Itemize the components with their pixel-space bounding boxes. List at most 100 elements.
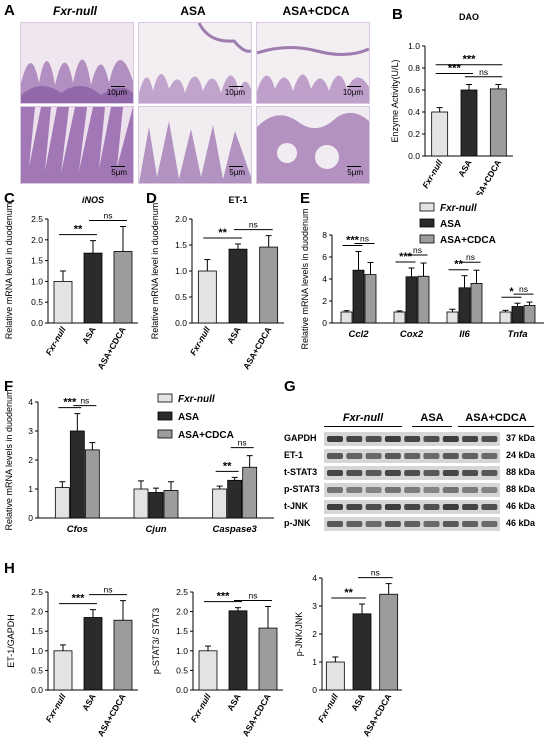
y-axis-label: Relative mRNA levels in duodenum xyxy=(300,208,310,349)
bar xyxy=(364,274,377,324)
y-axis-label: Relative mRNA level in duodenum xyxy=(150,203,160,340)
significance-label: *** xyxy=(463,54,477,66)
y-tick-label: 2.0 xyxy=(176,607,188,617)
bar xyxy=(325,661,345,691)
blot-band xyxy=(404,504,421,510)
x-tick-label: ASA xyxy=(456,158,474,179)
y-axis-label: Relative mRNA level in duodenum xyxy=(4,203,14,340)
significance-label: *** xyxy=(399,251,413,263)
blot-band xyxy=(462,470,479,476)
blot-row-label: t-STAT3 xyxy=(284,467,318,477)
legend-swatch xyxy=(157,411,173,421)
x-tick-label: ASA+CDCA xyxy=(240,692,272,738)
x-tick-label: ASA xyxy=(349,692,367,713)
x-tick-label: ASA xyxy=(225,692,243,713)
y-axis-label: p-JNK/JNK xyxy=(294,612,304,657)
x-tick-label: Fxr-null xyxy=(188,324,213,357)
y-tick-label: 1.0 xyxy=(175,266,187,276)
bar xyxy=(431,111,449,157)
y-tick-label: 1.5 xyxy=(31,626,43,636)
bar xyxy=(53,281,73,324)
significance-label: *** xyxy=(346,235,360,247)
bar xyxy=(446,311,459,324)
bar xyxy=(499,311,512,324)
x-tick-label: Fxr-null xyxy=(420,157,445,190)
histo-image-asa-bottom: 5μm xyxy=(138,106,252,184)
blot-band xyxy=(442,436,459,442)
blot-row-label: p-STAT3 xyxy=(284,484,320,494)
blot-band xyxy=(327,470,343,476)
x-tick-label: ASA+CDCA xyxy=(241,325,273,371)
chart-title: ET-1 xyxy=(228,195,247,205)
blot-band xyxy=(462,436,479,442)
significance-label: ** xyxy=(454,259,463,271)
y-tick-label: 2 xyxy=(312,629,317,639)
blot-band xyxy=(327,521,343,527)
blot-kda-label: 37 kDa xyxy=(506,433,536,443)
blot-band xyxy=(423,453,440,459)
legend-swatch xyxy=(419,234,435,244)
y-tick-label: 4 xyxy=(322,274,327,284)
y-tick-label: 8 xyxy=(322,230,327,240)
significance-label: ns xyxy=(360,234,369,244)
blot-band xyxy=(384,436,401,442)
bar xyxy=(163,490,179,519)
blot-band xyxy=(327,504,343,510)
blot-band xyxy=(481,470,498,476)
blot-kda-label: 46 kDa xyxy=(506,518,536,528)
panel-label-h: H xyxy=(4,560,15,577)
blot-band xyxy=(327,487,343,493)
y-tick-label: 0.0 xyxy=(31,318,43,328)
y-tick-label: 0.5 xyxy=(31,297,43,307)
blot-band-strip xyxy=(324,449,500,463)
y-tick-label: 1.0 xyxy=(31,646,43,656)
blot-band xyxy=(346,504,363,510)
y-tick-label: 4 xyxy=(312,573,317,583)
significance-label: ** xyxy=(74,224,83,236)
blot-band xyxy=(404,521,421,527)
histo-col-title-cdca: ASA+CDCA xyxy=(282,4,350,18)
bar xyxy=(417,275,430,324)
blot-band xyxy=(384,487,401,493)
bar xyxy=(523,305,536,324)
blot-band-strip xyxy=(324,483,500,497)
scale-label: 5μm xyxy=(229,168,245,177)
y-tick-label: 0.0 xyxy=(175,318,187,328)
x-tick-label: Fxr-null xyxy=(316,691,341,724)
bar xyxy=(198,650,218,691)
y-tick-label: 0.0 xyxy=(408,151,420,161)
blot-group-label: Fxr-null xyxy=(342,412,384,424)
y-tick-label: 2.0 xyxy=(175,214,187,224)
y-tick-label: 2 xyxy=(28,455,33,465)
bar xyxy=(148,492,164,519)
blot-band xyxy=(423,487,440,493)
chart-title: DAO xyxy=(459,12,479,22)
bar xyxy=(83,617,103,691)
histo-image-fxr-top: 10μm xyxy=(20,22,134,104)
panel-label-f: F xyxy=(4,378,14,395)
chart-b-dao: 0.0 0.2 0.4 0.6 0.8 1.0 Enzyme Activity(U/L) DA… xyxy=(390,12,513,195)
y-tick-label: 1.0 xyxy=(31,276,43,286)
bar xyxy=(228,248,248,324)
x-tick-label: Ccl2 xyxy=(348,329,369,340)
significance-label: ns xyxy=(249,220,258,230)
bar xyxy=(242,466,258,519)
blot-band xyxy=(481,453,498,459)
blot-band xyxy=(481,504,498,510)
x-tick-label: Il6 xyxy=(459,329,470,340)
blot-band xyxy=(462,453,479,459)
y-tick-label: 6 xyxy=(322,252,327,262)
blot-band xyxy=(442,453,459,459)
chart-h-et1-gapdh: 0.0 0.5 1.0 1.5 2.0 2.5 ET-1/GAPDH Fxr-null ASAA… xyxy=(6,585,138,738)
y-tick-label: 1.5 xyxy=(176,626,188,636)
y-tick-label: 2 xyxy=(322,296,327,306)
blot-band xyxy=(462,504,479,510)
bar xyxy=(69,430,85,519)
x-tick-label: ASA+CDCA xyxy=(95,325,127,371)
bar xyxy=(212,488,228,519)
histo-col-title-fxr: Fxr-null xyxy=(53,4,97,18)
chart-c-inos: 0.0 0.5 1.0 1.5 2.0 2.5 Relative mRNA level in… xyxy=(4,195,138,371)
legend-item: ASA+CDCA xyxy=(440,235,496,246)
blot-band-strip xyxy=(324,432,500,446)
scale-label: 10μm xyxy=(106,88,127,97)
